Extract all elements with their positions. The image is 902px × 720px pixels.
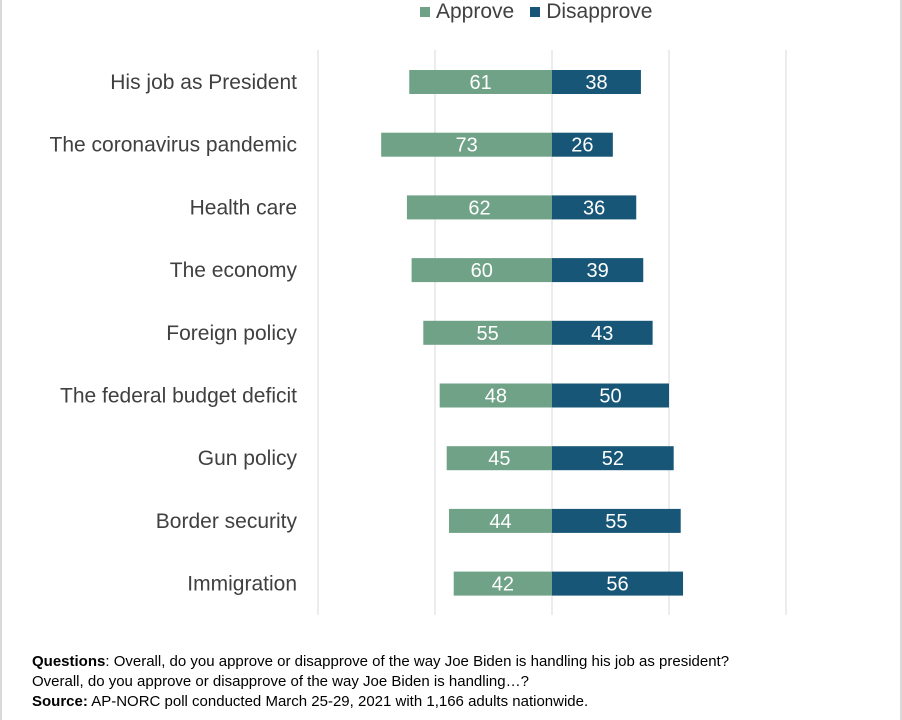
data-label-approve: 55 (477, 323, 499, 345)
bar-disapprove (552, 446, 674, 471)
bar-disapprove (552, 132, 613, 157)
data-label-disapprove: 50 (599, 386, 621, 408)
chart-legend: Approve Disapprove (420, 0, 668, 24)
footnote: Questions: Overall, do you approve or di… (32, 652, 882, 712)
data-label-disapprove: 55 (605, 511, 627, 533)
bar-approve (406, 195, 552, 220)
category-label: The federal budget deficit (60, 385, 297, 408)
bar-disapprove (552, 320, 653, 345)
bar-disapprove (552, 508, 681, 533)
data-label-approve: 73 (455, 135, 477, 157)
data-label-disapprove: 39 (587, 260, 609, 282)
diverging-bar-chart: His job as President 61 38 The coronavirus … (50, 50, 787, 615)
category-label: His job as President (110, 71, 297, 94)
legend-label-disapprove: Disapprove (546, 0, 653, 23)
bar-disapprove (552, 195, 637, 220)
legend-item-approve: Approve (420, 0, 514, 24)
category-label: Gun policy (198, 447, 298, 470)
legend-swatch-disapprove (530, 7, 541, 17)
bar-approve (446, 446, 552, 471)
bar-approve (423, 320, 552, 345)
questions-note-2: Overall, do you approve or disapprove of… (32, 673, 529, 690)
bar-approve (409, 70, 552, 94)
data-label-approve: 61 (470, 72, 492, 94)
category-label: The coronavirus pandemic (50, 134, 297, 157)
category-label: Immigration (187, 573, 297, 596)
data-label-approve: 60 (471, 260, 493, 282)
data-label-disapprove: 56 (606, 574, 628, 596)
data-label-disapprove: 38 (585, 72, 607, 94)
source-label: Source: (32, 693, 88, 710)
bar-disapprove (552, 70, 641, 94)
category-label: The economy (170, 259, 298, 282)
bar-approve (381, 132, 552, 157)
legend-item-disapprove: Disapprove (530, 0, 652, 24)
source-text: AP-NORC poll conducted March 25-29, 2021… (87, 693, 589, 710)
legend-label-approve: Approve (436, 0, 515, 23)
source-note: Source: AP-NORC poll conducted March 25-… (32, 692, 882, 712)
data-label-disapprove: 43 (591, 323, 613, 345)
bar-disapprove (552, 258, 644, 283)
bar-approve (449, 508, 552, 533)
questions-label: Questions (32, 653, 106, 670)
data-label-disapprove: 36 (583, 197, 605, 219)
category-label: Foreign policy (166, 322, 297, 345)
bar-approve (411, 258, 552, 283)
category-label: Border security (156, 510, 298, 533)
category-label: Health care (190, 196, 297, 219)
data-label-approve: 42 (492, 574, 514, 596)
bar-approve (439, 383, 552, 408)
data-label-approve: 45 (488, 448, 510, 470)
questions-note: Questions: Overall, do you approve or di… (32, 652, 882, 672)
bar-disapprove (552, 383, 669, 408)
questions-text: : Overall, do you approve or disapprove … (105, 653, 730, 670)
bar-disapprove (552, 571, 684, 596)
data-label-approve: 44 (489, 511, 511, 533)
data-label-approve: 48 (485, 386, 507, 408)
data-label-approve: 62 (468, 197, 490, 219)
data-label-disapprove: 26 (571, 135, 593, 157)
bar-approve (453, 571, 552, 596)
data-label-disapprove: 52 (602, 448, 624, 470)
legend-swatch-approve (420, 7, 430, 17)
